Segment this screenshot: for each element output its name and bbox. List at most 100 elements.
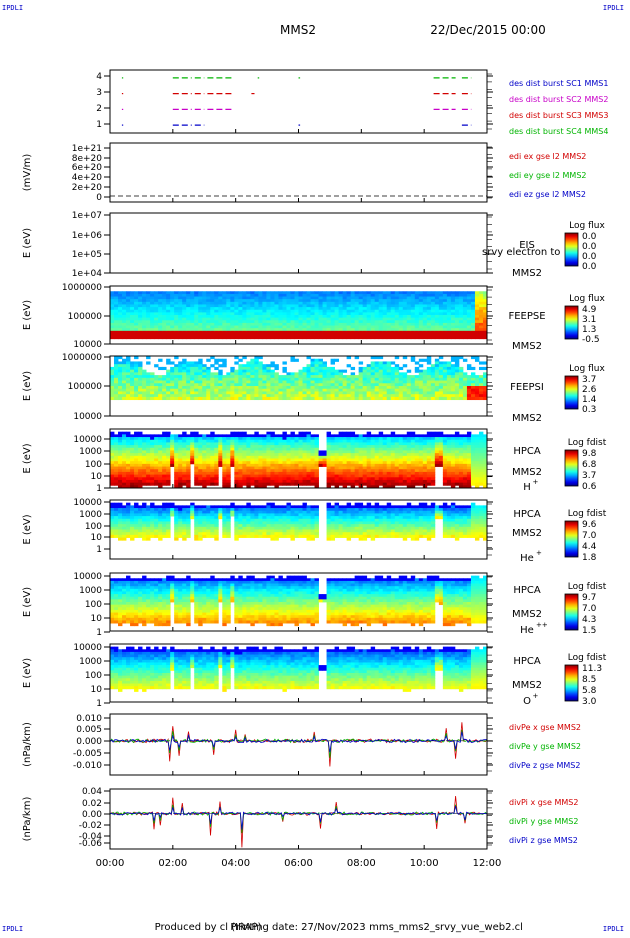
- heatmap-cell: [270, 302, 274, 305]
- heatmap-cell: [174, 331, 178, 334]
- heatmap-cell: [439, 453, 443, 456]
- heatmap-cell: [307, 302, 311, 305]
- heatmap-cell: [270, 323, 274, 326]
- heatmap-cell: [130, 477, 134, 480]
- heatmap-cell: [214, 453, 218, 456]
- heatmap-cell: [399, 372, 403, 375]
- heatmap-cell: [303, 302, 307, 305]
- heatmap-cell: [250, 297, 254, 300]
- heatmap-cell: [146, 456, 150, 459]
- heatmap-cell: [226, 302, 230, 305]
- heatmap-cell: [250, 326, 254, 329]
- heatmap-cell: [475, 477, 479, 480]
- heatmap-cell: [303, 467, 307, 470]
- heatmap-cell: [258, 375, 262, 378]
- heatmap-cell: [323, 302, 327, 305]
- heatmap-cell: [383, 323, 387, 326]
- heatmap-cell: [282, 299, 286, 302]
- heatmap-cell: [471, 483, 475, 486]
- heatmap-cell: [459, 307, 463, 310]
- heatmap-cell: [178, 328, 182, 331]
- heatmap-cell: [230, 370, 234, 373]
- heatmap-cell: [367, 304, 371, 307]
- heatmap-cell: [158, 394, 162, 397]
- heatmap-cell: [331, 294, 335, 297]
- heatmap-cell: [343, 294, 347, 297]
- heatmap-cell: [435, 291, 439, 294]
- heatmap-cell: [218, 442, 222, 445]
- heatmap-cell: [186, 440, 190, 443]
- heatmap-cell: [459, 299, 463, 302]
- heatmap-cell: [198, 326, 202, 329]
- heatmap-cell: [158, 328, 162, 331]
- heatmap-cell: [258, 477, 262, 480]
- heatmap-cell: [351, 299, 355, 302]
- heatmap-cell: [226, 326, 230, 329]
- heatmap-cell: [282, 432, 286, 435]
- heatmap-cell: [351, 456, 355, 459]
- heatmap-cell: [339, 315, 343, 318]
- heatmap-cell: [186, 434, 190, 437]
- heatmap-cell: [343, 397, 347, 400]
- heatmap-cell: [383, 364, 387, 367]
- heatmap-cell: [347, 456, 351, 459]
- heatmap-cell: [270, 442, 274, 445]
- heatmap-cell: [114, 381, 118, 384]
- heatmap-cell: [234, 299, 238, 302]
- heatmap-cell: [230, 391, 234, 394]
- heatmap-cell: [467, 383, 471, 386]
- heatmap-cell: [114, 464, 118, 467]
- heatmap-cell: [194, 381, 198, 384]
- heatmap-cell: [278, 469, 282, 472]
- heatmap-cell: [294, 291, 298, 294]
- heatmap-cell: [407, 383, 411, 386]
- heatmap-cell: [407, 450, 411, 453]
- heatmap-cell: [158, 333, 162, 336]
- heatmap-cell: [114, 370, 118, 373]
- heatmap-cell: [198, 304, 202, 307]
- heatmap-cell: [359, 323, 363, 326]
- heatmap-cell: [379, 326, 383, 329]
- heatmap-cell: [230, 389, 234, 392]
- heatmap-cell: [214, 440, 218, 443]
- heatmap-cell: [395, 299, 399, 302]
- heatmap-cell: [383, 375, 387, 378]
- heatmap-cell: [262, 326, 266, 329]
- heatmap-cell: [186, 483, 190, 486]
- heatmap-cell: [371, 477, 375, 480]
- heatmap-cell: [367, 323, 371, 326]
- heatmap-cell: [307, 459, 311, 462]
- heatmap-cell: [254, 472, 258, 475]
- heatmap-cell: [323, 336, 327, 339]
- heatmap-cell: [210, 318, 214, 321]
- heatmap-cell: [258, 364, 262, 367]
- heatmap-cell: [170, 461, 174, 464]
- heatmap-cell: [315, 456, 319, 459]
- heatmap-cell: [158, 302, 162, 305]
- heatmap-cell: [242, 294, 246, 297]
- heatmap-cell: [278, 442, 282, 445]
- heatmap-cell: [246, 477, 250, 480]
- heatmap-cell: [351, 450, 355, 453]
- heatmap-cell: [423, 469, 427, 472]
- heatmap-cell: [339, 434, 343, 437]
- heatmap-cell: [258, 467, 262, 470]
- heatmap-cell: [471, 442, 475, 445]
- heatmap-cell: [339, 475, 343, 478]
- heatmap-cell: [443, 448, 447, 451]
- heatmap-cell: [439, 386, 443, 389]
- heatmap-cell: [118, 389, 122, 392]
- heatmap-cell: [431, 440, 435, 443]
- heatmap-cell: [387, 437, 391, 440]
- heatmap-cell: [451, 302, 455, 305]
- heatmap-cell: [431, 453, 435, 456]
- heatmap-cell: [391, 480, 395, 483]
- heatmap-cell: [174, 326, 178, 329]
- heatmap-cell: [439, 331, 443, 334]
- heatmap-cell: [443, 375, 447, 378]
- heatmap-cell: [190, 326, 194, 329]
- heatmap-cell: [242, 483, 246, 486]
- heatmap-cell: [355, 378, 359, 381]
- heatmap-cell: [299, 483, 303, 486]
